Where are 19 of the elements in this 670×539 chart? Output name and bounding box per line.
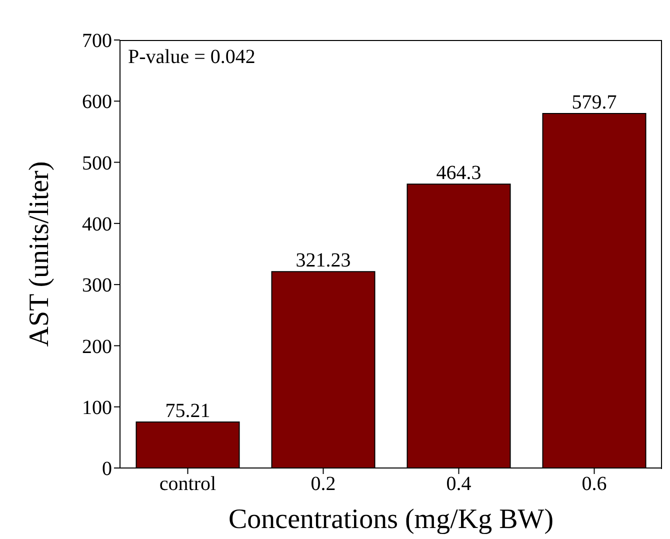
data-label: 321.23 (296, 250, 351, 272)
x-axis-title: Concentrations (mg/Kg BW) (228, 504, 554, 535)
x-tick-label: 0.2 (310, 473, 336, 496)
x-tick-label: 0.4 (446, 473, 472, 496)
annotation: P-value = 0.042 (128, 46, 256, 69)
x-tick-label: control (159, 473, 217, 496)
y-tick-label: 200 (82, 336, 112, 358)
data-label: 464.3 (436, 162, 482, 184)
x-tick-label: 0.6 (582, 473, 607, 496)
y-tick-label: 600 (82, 91, 112, 114)
y-tick-label: 0 (102, 458, 112, 480)
y-axis-title: AST (units/liter) (24, 161, 55, 347)
y-tick-label: 500 (82, 152, 112, 174)
data-label: 75.21 (165, 400, 210, 422)
y-tick-label: 300 (82, 274, 112, 297)
y-tick-label: 400 (82, 214, 112, 236)
y-tick-label: 100 (82, 396, 112, 419)
data-label: 579.7 (572, 92, 617, 114)
y-tick-label: 700 (82, 30, 112, 52)
